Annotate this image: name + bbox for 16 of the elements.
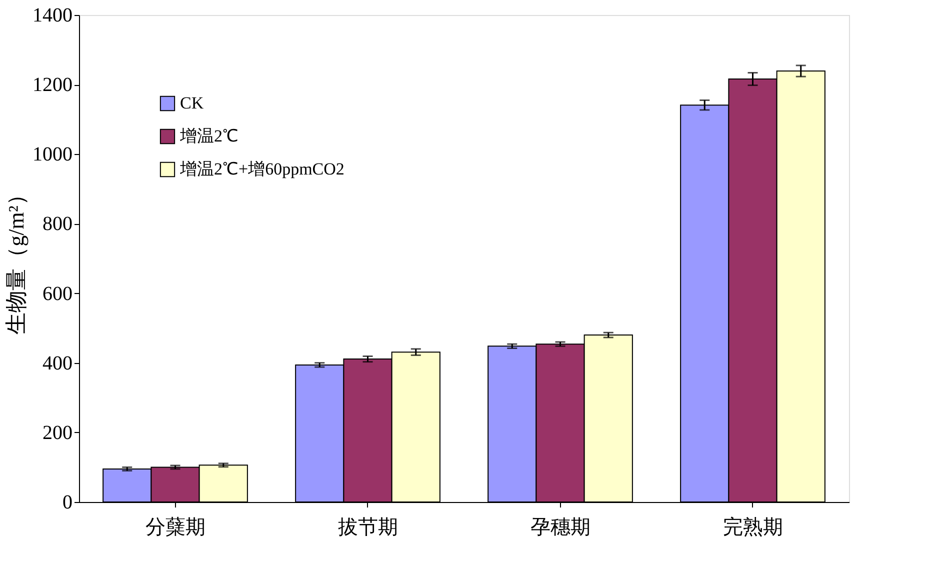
x-tick-label: 分蘖期 [145,516,206,538]
legend-label: 增温2℃+增60ppmCO2 [179,160,344,178]
y-tick-label: 0 [62,492,72,514]
legend-label: 增温2℃ [179,126,238,146]
y-axis-title: 生物量（g/m²） [4,184,28,334]
legend-label: CK [180,94,204,112]
y-tick-label: 1400 [32,4,72,26]
x-tick-label: 拔节期 [338,516,398,538]
y-tick-label: 800 [42,213,72,236]
x-tick-label: 完熟期 [722,516,783,538]
x-tick-label: 孕穗期 [530,516,590,538]
y-tick-label: 600 [42,282,72,305]
y-tick-label: 200 [42,422,72,444]
y-tick-label: 1200 [32,74,72,96]
y-tick-label: 400 [42,352,72,374]
y-tick-label: 1000 [32,144,72,166]
